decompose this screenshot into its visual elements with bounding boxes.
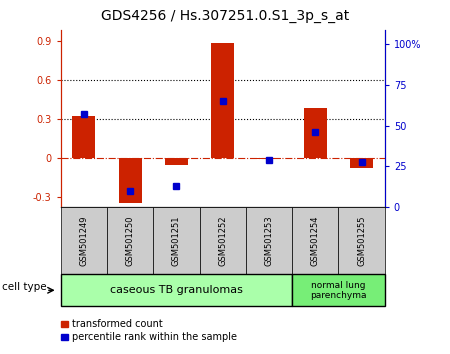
Text: GSM501253: GSM501253 — [265, 215, 274, 266]
Text: GSM501251: GSM501251 — [172, 216, 181, 266]
Text: cell type: cell type — [2, 282, 47, 292]
Text: transformed count: transformed count — [72, 319, 163, 329]
Bar — [304, 108, 327, 158]
Bar — [257, 158, 281, 159]
Bar — [211, 43, 234, 158]
Text: GSM501249: GSM501249 — [79, 216, 88, 266]
Text: caseous TB granulomas: caseous TB granulomas — [110, 285, 243, 295]
Text: GSM501250: GSM501250 — [126, 216, 135, 266]
Text: GSM501255: GSM501255 — [357, 216, 366, 266]
Text: GDS4256 / Hs.307251.0.S1_3p_s_at: GDS4256 / Hs.307251.0.S1_3p_s_at — [101, 9, 349, 23]
Bar — [119, 158, 142, 203]
Text: normal lung
parenchyma: normal lung parenchyma — [310, 281, 367, 300]
Text: GSM501252: GSM501252 — [218, 216, 227, 266]
Bar — [165, 158, 188, 165]
Bar — [72, 116, 95, 158]
Text: percentile rank within the sample: percentile rank within the sample — [72, 332, 237, 342]
Text: GSM501254: GSM501254 — [311, 216, 320, 266]
Bar — [350, 158, 373, 168]
